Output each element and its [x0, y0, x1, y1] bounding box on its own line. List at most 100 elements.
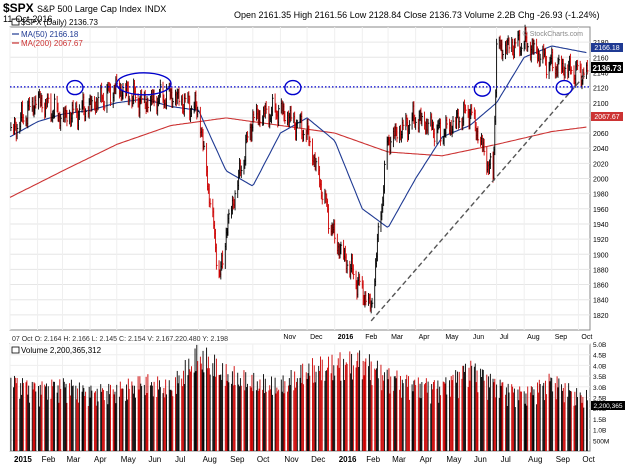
- price-panel-time-label: Jun: [473, 334, 484, 341]
- high-label: High: [293, 10, 313, 20]
- volume-tick-label: 3.0B: [593, 385, 606, 392]
- annotations: [10, 71, 590, 322]
- time-axis-label: May: [121, 455, 136, 464]
- volume-tick-label: 4.5B: [593, 353, 606, 360]
- price-tick-label: 1940: [593, 222, 609, 229]
- price-tick-label: 1860: [593, 283, 609, 290]
- legend-ma50: MA(50) 2166.18: [21, 30, 79, 39]
- time-axis-label: Sep: [230, 455, 245, 464]
- time-axis-label: 2015: [14, 455, 32, 464]
- price-panel-time-label: Oct: [581, 334, 592, 341]
- annotation-ellipse: [116, 72, 172, 96]
- time-axis-label: Aug: [203, 455, 217, 464]
- time-axis-label: Jul: [501, 455, 511, 464]
- price-tick-label: 1840: [593, 298, 609, 305]
- price-tick-label: 2020: [593, 161, 609, 168]
- legend-ma200: MA(200) 2067.67: [21, 39, 83, 48]
- annotation-circle: [555, 79, 573, 96]
- volume-tick-label: 1.5B: [593, 417, 606, 424]
- time-axis-label: 2016: [339, 455, 357, 464]
- time-axis-label: Oct: [257, 455, 270, 464]
- badge-volume-text: 2,200,365: [594, 403, 623, 410]
- volume-tick-label: 2.5B: [593, 396, 606, 403]
- price-panel-time-label: Mar: [391, 334, 404, 341]
- price-tick-label: 1820: [593, 313, 609, 320]
- time-axis-label: Mar: [66, 455, 80, 464]
- volume-bars: [10, 344, 588, 451]
- time-axis-label: Nov: [284, 455, 298, 464]
- time-axis-label: Apr: [94, 455, 107, 464]
- volume-legend: Volume 2,200,365,312: [21, 346, 102, 355]
- volume-tick-label: 3.5B: [593, 374, 606, 381]
- badge-ma50: 2166.18: [591, 43, 623, 52]
- symbol: $SPX: [3, 1, 34, 15]
- volume-label: Volume: [464, 10, 495, 20]
- trendline: [370, 71, 588, 322]
- price-tick-label: 1900: [593, 252, 609, 259]
- time-axis-label: Sep: [556, 455, 571, 464]
- price-tick-label: 2100: [593, 101, 609, 108]
- price-tick-label: 2140: [593, 70, 609, 77]
- price-bars: [10, 24, 589, 314]
- price-panel-time-label: Aug: [527, 334, 540, 341]
- volume-tick-label: 1.0B: [593, 428, 606, 435]
- price-tick-label: 1960: [593, 207, 609, 214]
- price-tick-label: 1980: [593, 192, 609, 199]
- time-axis-label: May: [446, 455, 461, 464]
- exchange: INDX: [144, 4, 167, 14]
- open-value: 2161.35: [258, 10, 292, 20]
- price-legend: $SPX (Daily) 2136.73 MA(50) 2166.18 MA(2…: [11, 18, 98, 48]
- watermark: © StockCharts.com: [523, 30, 584, 38]
- chg-label: Chg: [517, 10, 535, 20]
- low-label: Low: [349, 10, 367, 20]
- price-tick-label: 1880: [593, 267, 609, 274]
- open-label: Open: [234, 10, 257, 20]
- close-label: Close: [403, 10, 427, 20]
- ma200-line: [9, 117, 587, 198]
- ohlc-readout: Open 2161.35 High 2161.56 Low 2128.84 Cl…: [234, 10, 600, 20]
- volume-tick-label: 500M: [593, 438, 609, 445]
- volume-tick-label: 5.0B: [593, 342, 606, 349]
- price-tick-label: 2160: [593, 55, 609, 62]
- price-tick-label: 2000: [593, 177, 609, 184]
- badge-volume: 2,200,365: [591, 401, 625, 410]
- price-panel-time-label: Sep: [555, 334, 568, 341]
- price-tick-label: 2060: [593, 131, 609, 138]
- badge-ma200: 2067.67: [591, 112, 623, 121]
- legend-price: $SPX (Daily) 2136.73: [21, 18, 98, 27]
- volume-tick-label: 4.0B: [593, 363, 606, 370]
- time-axis-label: Apr: [420, 455, 433, 464]
- price-legend-swatch: [11, 18, 20, 26]
- time-axis-label: Feb: [42, 455, 56, 464]
- symbol-title: $SPX S&P 500 Large Cap Index INDX: [3, 1, 166, 15]
- time-axis: 2015 Feb Mar Apr May Jun Jul Aug Sep Oct Nov Dec 201…: [14, 334, 596, 464]
- time-axis-label: Oct: [582, 455, 595, 464]
- crosshair-readout: 07 Oct O: 2.164 H: 2.166 L: 2.145 C: 2.1…: [12, 336, 228, 343]
- price-panel-time-label: Nov: [283, 334, 296, 341]
- price-tick-label: 2040: [593, 146, 609, 153]
- badge-ma200-text: 2067.67: [594, 114, 619, 121]
- index-name: S&P 500 Large Cap Index: [37, 4, 142, 14]
- annotation-circle: [473, 81, 492, 97]
- price-panel-time-label: Feb: [365, 334, 377, 341]
- price-axis: 1820 1840 1860 1880 1900 1920 1940 1960 1980 2000…: [593, 40, 609, 320]
- price-panel-time-label: Jul: [500, 334, 509, 341]
- annotation-circle: [284, 79, 302, 96]
- volume-legend-swatch: [11, 346, 20, 354]
- low-value: 2128.84: [368, 10, 402, 20]
- time-axis-label: Feb: [366, 455, 380, 464]
- time-axis-label: Dec: [311, 455, 325, 464]
- time-axis-label: Mar: [392, 455, 406, 464]
- price-panel-time-label: May: [445, 334, 459, 341]
- price-panel-time-label: 2016: [338, 334, 354, 341]
- price-tick-label: 2120: [593, 86, 609, 93]
- annotation-circle: [66, 79, 84, 96]
- price-panel-time-label: Dec: [310, 334, 323, 341]
- chg-value: -26.93 (-1.24%): [537, 10, 600, 20]
- badge-close-text: 2136.73: [593, 64, 622, 73]
- high-value: 2161.56: [314, 10, 348, 20]
- badge-close: 2136.73: [591, 62, 623, 73]
